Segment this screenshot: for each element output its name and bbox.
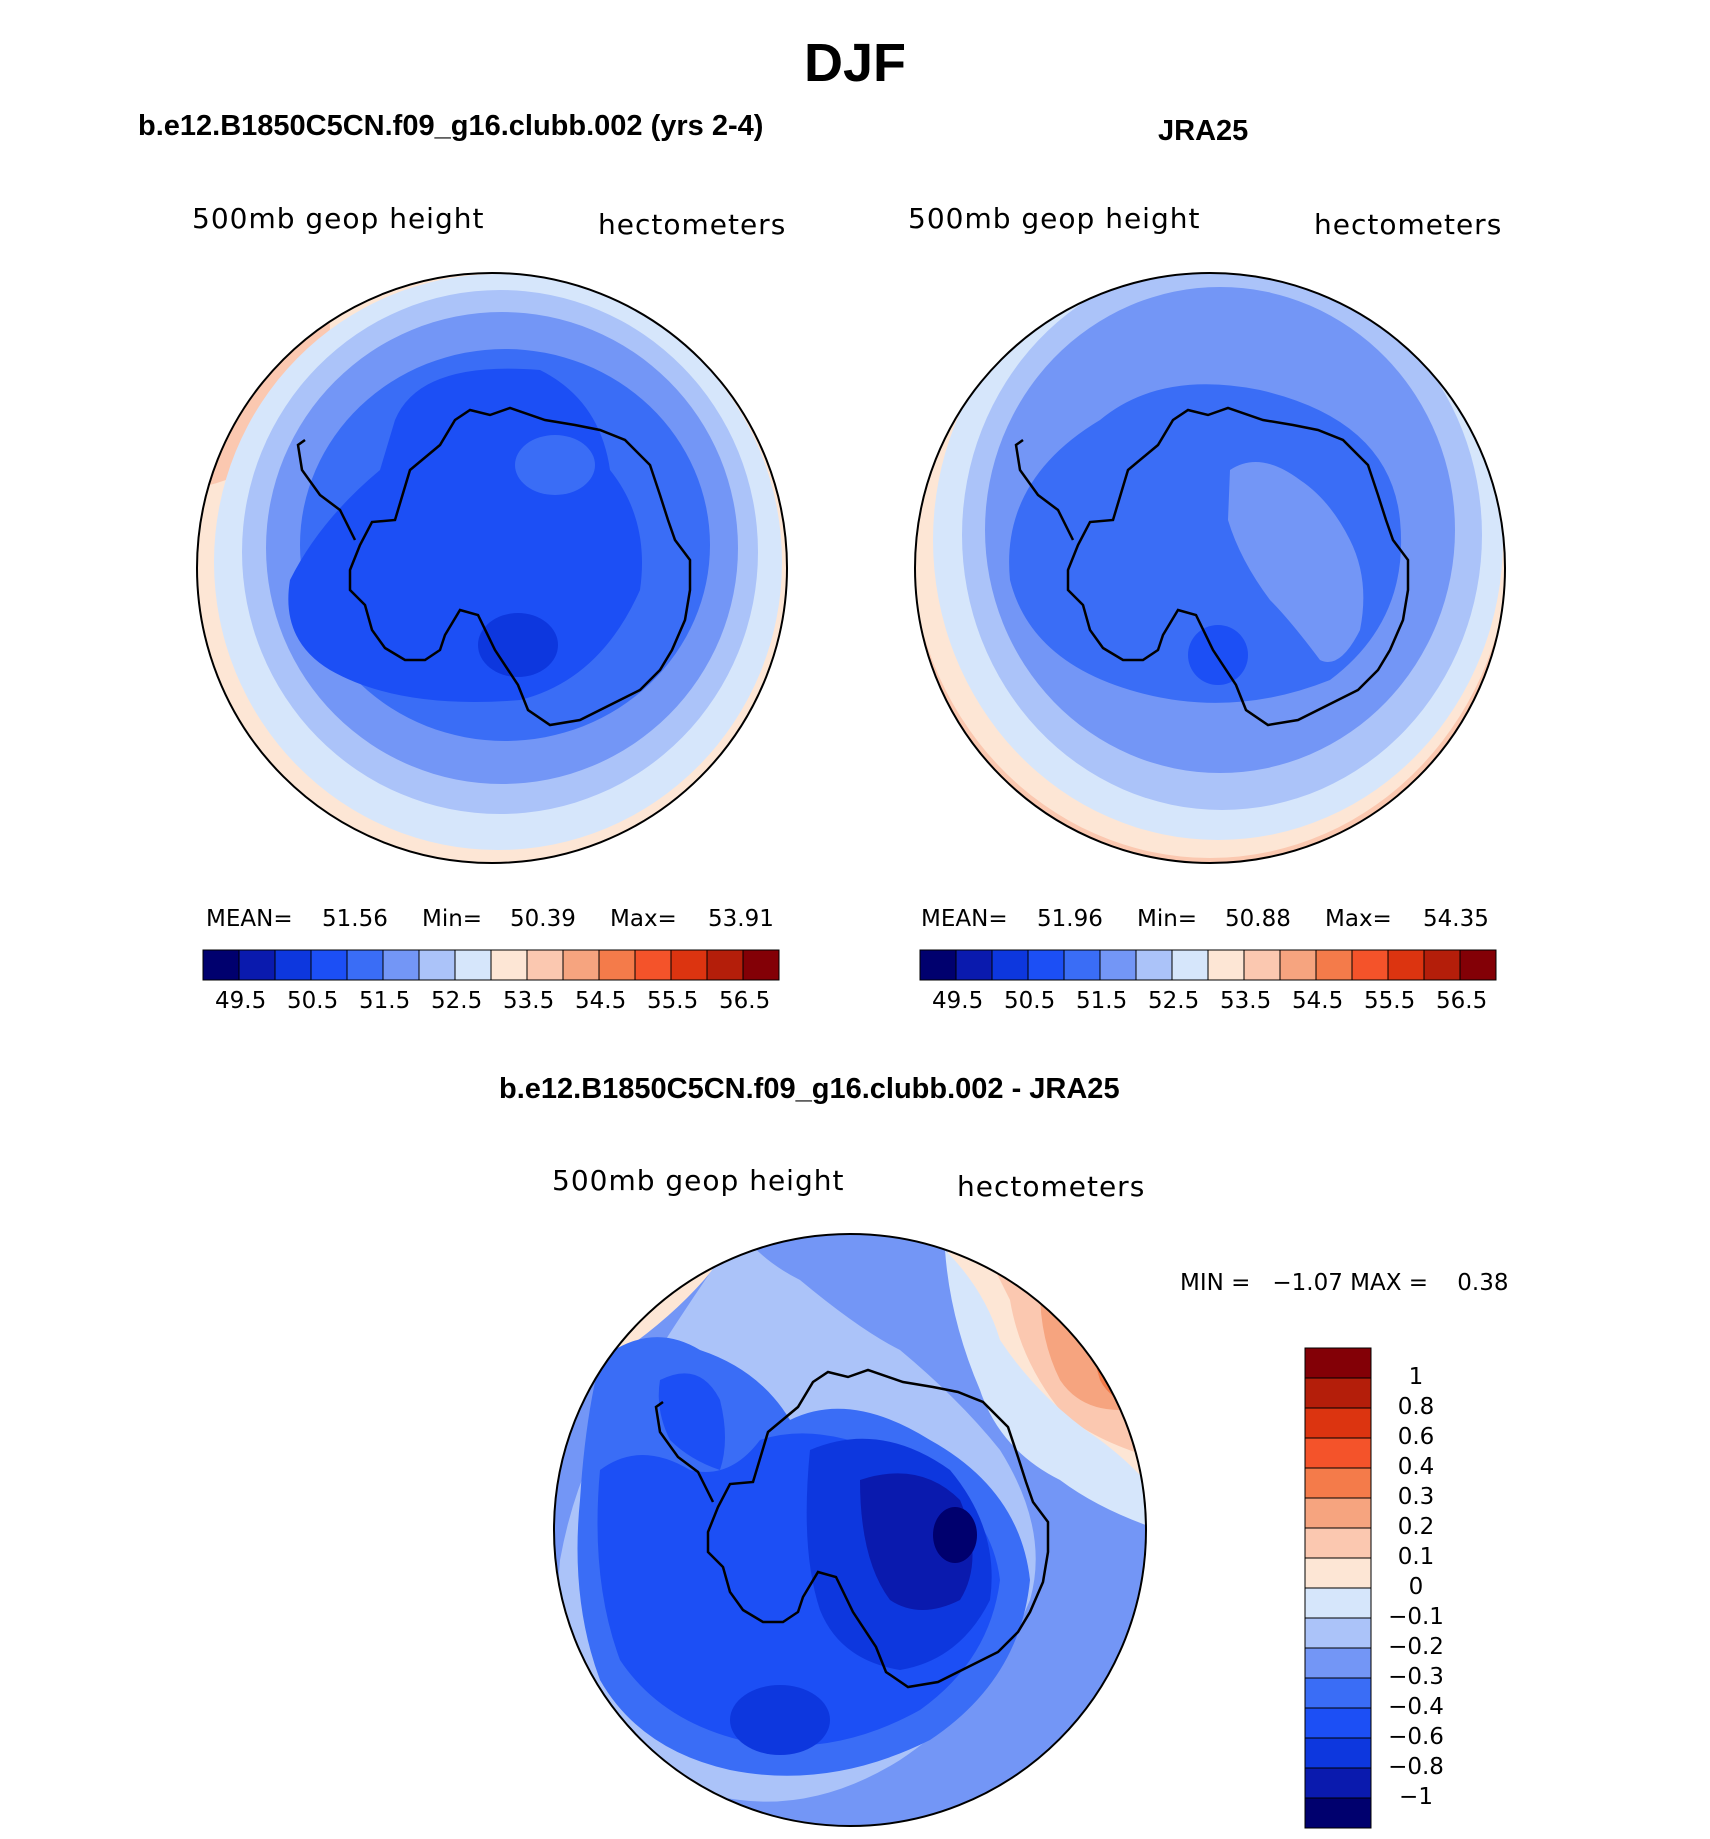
model-panel-title: b.e12.B1850C5CN.f09_g16.clubb.002 (yrs 2… <box>138 110 764 142</box>
diff-colorbar-swatch <box>1304 1377 1372 1409</box>
diff-units-label: hectometers <box>957 1170 1146 1203</box>
model-colorbar-tick-label: 54.5 <box>575 988 627 1014</box>
diff-colorbar-swatch <box>1304 1557 1372 1589</box>
model-max-value: 53.91 <box>708 906 774 932</box>
diff-colorbar-tick-label: 0.1 <box>1397 1544 1435 1570</box>
model-colorbar-tick-label: 56.5 <box>719 988 771 1014</box>
model-colorbar-tick-label: 55.5 <box>647 988 699 1014</box>
diff-colorbar-tick-label: 0.3 <box>1397 1484 1435 1510</box>
model-min-label: Min= <box>422 906 483 932</box>
obs-max-value: 54.35 <box>1423 906 1489 932</box>
diff-min-max-text: MIN = −1.07 MAX = 0.38 <box>1180 1270 1509 1296</box>
obs-colorbar-swatch <box>1099 949 1137 981</box>
model-max-label: Max= <box>610 906 677 932</box>
obs-colorbar-swatch <box>1207 949 1245 981</box>
obs-colorbar-tick-label: 52.5 <box>1148 988 1200 1014</box>
model-variable-label: 500mb geop height <box>192 202 485 235</box>
diff-colorbar-swatch <box>1304 1647 1372 1679</box>
obs-colorbar-swatch <box>1351 949 1389 981</box>
obs-colorbar-swatch <box>1315 949 1353 981</box>
diff-colorbar-tick-label: 0.4 <box>1397 1454 1435 1480</box>
obs-colorbar-swatch <box>991 949 1029 981</box>
diff-colorbar-swatch <box>1304 1617 1372 1649</box>
model-units-label: hectometers <box>598 208 787 241</box>
model-colorbar-swatch <box>418 949 456 981</box>
model-colorbar <box>202 949 780 981</box>
model-colorbar-tick-label: 52.5 <box>431 988 483 1014</box>
diff-colorbar-tick-label: 1 <box>1408 1364 1424 1390</box>
model-colorbar-swatch <box>670 949 708 981</box>
model-colorbar-swatch <box>382 949 420 981</box>
obs-colorbar-swatch <box>1459 949 1497 981</box>
diff-colorbar-swatch <box>1304 1497 1372 1529</box>
model-colorbar-swatch <box>490 949 528 981</box>
diff-colorbar-swatch <box>1304 1467 1372 1499</box>
model-colorbar-swatch <box>634 949 672 981</box>
diff-colorbar-swatch <box>1304 1737 1372 1769</box>
obs-colorbar-swatch <box>1063 949 1101 981</box>
obs-colorbar-tick-label: 53.5 <box>1220 988 1272 1014</box>
obs-colorbar <box>919 949 1497 981</box>
obs-min-value: 50.88 <box>1225 906 1291 932</box>
diff-colorbar-swatch <box>1304 1707 1372 1739</box>
obs-panel-title: JRA25 <box>1158 115 1249 147</box>
obs-min-label: Min= <box>1137 906 1198 932</box>
diff-panel-title: b.e12.B1850C5CN.f09_g16.clubb.002 - JRA2… <box>499 1073 1120 1105</box>
diff-variable-label: 500mb geop height <box>552 1164 845 1197</box>
obs-colorbar-tick-label: 55.5 <box>1364 988 1416 1014</box>
diff-colorbar-tick-label: 0.8 <box>1397 1394 1435 1420</box>
diff-colorbar-tick-label: −0.3 <box>1388 1664 1444 1690</box>
obs-mean-label: MEAN= <box>921 906 1008 932</box>
diff-colorbar-swatch <box>1304 1587 1372 1619</box>
diff-colorbar-swatch <box>1304 1767 1372 1799</box>
model-colorbar-tick-label: 49.5 <box>215 988 267 1014</box>
figure-title: DJF <box>803 33 906 93</box>
model-colorbar-tick-label: 50.5 <box>287 988 339 1014</box>
obs-colorbar-tick-label: 49.5 <box>932 988 984 1014</box>
diff-colorbar-tick-label: 0 <box>1408 1574 1424 1600</box>
diff-colorbar-tick-label: −0.1 <box>1388 1604 1444 1630</box>
model-colorbar-swatch <box>598 949 636 981</box>
obs-mean-value: 51.96 <box>1037 906 1103 932</box>
diff-colorbar-tick-label: 0.6 <box>1397 1424 1435 1450</box>
diff-colorbar-swatch <box>1304 1347 1372 1379</box>
model-colorbar-swatch <box>454 949 492 981</box>
model-colorbar-tick-label: 51.5 <box>359 988 411 1014</box>
diff-colorbar-swatch <box>1304 1677 1372 1709</box>
obs-colorbar-tick-label: 56.5 <box>1436 988 1488 1014</box>
model-mean-value: 51.56 <box>322 906 388 932</box>
obs-colorbar-swatch <box>1171 949 1209 981</box>
diff-colorbar-swatch <box>1304 1797 1372 1829</box>
diff-colorbar-tick-label: 0.2 <box>1397 1514 1435 1540</box>
model-colorbar-swatch <box>238 949 276 981</box>
diff-colorbar-swatch <box>1304 1437 1372 1469</box>
obs-colorbar-tick-label: 51.5 <box>1076 988 1128 1014</box>
model-colorbar-swatch <box>742 949 780 981</box>
diff-colorbar-swatch <box>1304 1407 1372 1439</box>
diff-colorbar-tick-label: −0.4 <box>1388 1694 1444 1720</box>
diff-colorbar <box>1304 1347 1372 1829</box>
model-min-value: 50.39 <box>510 906 576 932</box>
diff-colorbar-tick-label: −0.2 <box>1388 1634 1444 1660</box>
obs-colorbar-swatch <box>1279 949 1317 981</box>
model-colorbar-swatch <box>202 949 240 981</box>
diff-colorbar-tick-label: −0.8 <box>1388 1754 1444 1780</box>
diff-colorbar-tick-label: −1 <box>1399 1784 1433 1810</box>
diff-colorbar-tick-label: −0.6 <box>1388 1724 1444 1750</box>
diff-colorbar-swatch <box>1304 1527 1372 1559</box>
obs-colorbar-tick-label: 54.5 <box>1292 988 1344 1014</box>
model-colorbar-swatch <box>310 949 348 981</box>
model-colorbar-tick-label: 53.5 <box>503 988 555 1014</box>
obs-colorbar-swatch <box>955 949 993 981</box>
obs-variable-label: 500mb geop height <box>908 202 1201 235</box>
obs-units-label: hectometers <box>1314 208 1503 241</box>
obs-max-label: Max= <box>1325 906 1392 932</box>
obs-colorbar-tick-label: 50.5 <box>1004 988 1056 1014</box>
model-mean-label: MEAN= <box>206 906 293 932</box>
obs-colorbar-swatch <box>919 949 957 981</box>
obs-colorbar-swatch <box>1423 949 1461 981</box>
